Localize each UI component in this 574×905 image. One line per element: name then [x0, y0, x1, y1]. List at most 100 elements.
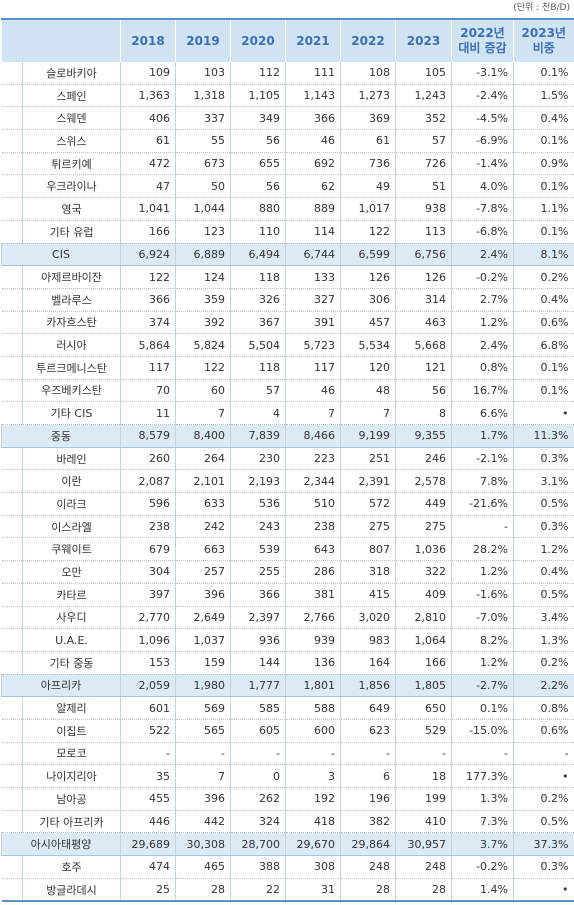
group-row: 아프리카 2,059 1,980 1,777 1,801 1,856 1,805 -2.7% 2… [1, 674, 574, 698]
value-cell: 1,017 [340, 197, 396, 221]
value-cell: 1,036 [395, 537, 452, 562]
value-cell: 7,839 [230, 424, 286, 448]
value-cell: 663 [175, 537, 231, 562]
value-cell: 736 [340, 152, 396, 176]
value-cell: 1,805 [395, 674, 452, 698]
value-cell: 1,363 [120, 84, 176, 108]
value-cell: 262 [230, 787, 286, 811]
data-row: 튀르키예 472 673 655 692 736 726 -1.4% 0.9% [1, 152, 574, 176]
value-cell: 260 [120, 447, 176, 471]
value-cell: 28 [175, 878, 231, 902]
row-name: 아시아태평양 [1, 832, 121, 857]
indent-cell [1, 560, 23, 584]
value-cell: 938 [395, 197, 452, 221]
indent-cell [1, 515, 23, 539]
value-cell: 588 [285, 696, 341, 720]
value-cell: 692 [285, 152, 341, 176]
value-cell: 0.1% [451, 696, 514, 720]
value-cell: 275 [340, 515, 396, 539]
value-cell: 0.1% [513, 356, 574, 380]
data-row: 카타르 397 396 366 381 415 409 -1.6% 0.5% [1, 583, 574, 607]
data-row: 이집트 522 565 605 600 623 529 -15.0% 0.6% [1, 719, 574, 743]
value-cell: 1.7% [451, 424, 514, 448]
value-cell: 0.4% [513, 560, 574, 584]
value-cell: 117 [285, 356, 341, 380]
value-cell: -0.2% [451, 265, 514, 289]
value-cell: 472 [120, 152, 176, 176]
value-cell: 124 [175, 265, 231, 289]
indent-cell [1, 628, 23, 652]
value-cell: 0.5% [513, 583, 574, 607]
value-cell: 1,243 [395, 84, 452, 108]
value-cell: 359 [175, 288, 231, 312]
value-cell: 109 [120, 62, 176, 85]
value-cell: 1.1% [513, 197, 574, 221]
row-name: 기타 CIS [22, 401, 121, 425]
value-cell: 7 [340, 401, 396, 425]
row-name: 벨라루스 [22, 288, 121, 312]
value-cell: - [395, 742, 452, 766]
row-name: 기타 유럽 [22, 220, 121, 244]
row-name: 스웨덴 [22, 106, 121, 131]
data-row: 남아공 455 396 262 192 196 199 1.3% 0.2% [1, 787, 574, 811]
value-cell: 103 [175, 62, 231, 85]
row-name: 이라크 [22, 492, 121, 516]
indent-cell [1, 742, 23, 766]
value-cell: 5,824 [175, 333, 231, 357]
value-cell: 0.1% [513, 220, 574, 244]
row-name: 아프리카 [1, 674, 121, 698]
value-cell: 1.3% [451, 787, 514, 811]
value-cell: 2.2% [513, 674, 574, 698]
data-row: 기타 유럽 166 123 110 114 122 113 -6.8% 0.1% [1, 220, 574, 244]
value-cell: 0.4% [513, 288, 574, 312]
value-cell: 18 [395, 764, 452, 788]
value-cell: 983 [340, 628, 396, 652]
value-cell: 7.8% [451, 469, 514, 494]
value-cell: 649 [340, 696, 396, 720]
row-name: 스페인 [22, 84, 121, 108]
value-cell: 5,504 [230, 333, 286, 357]
value-cell: 0.1% [513, 174, 574, 199]
indent-cell [1, 356, 23, 380]
indent-cell [1, 152, 23, 176]
value-cell: 159 [175, 651, 231, 675]
value-cell: 196 [340, 787, 396, 811]
data-row: 기타 아프리카 446 442 324 418 382 410 7.3% 0.5% [1, 810, 574, 834]
value-cell: 35 [120, 764, 176, 788]
data-row: 기타 중동 153 159 144 136 164 166 1.2% 0.2% [1, 651, 574, 675]
value-cell: 257 [175, 560, 231, 584]
row-name: 나이지리아 [22, 764, 121, 788]
value-cell: 889 [285, 197, 341, 221]
value-cell: 3.1% [513, 469, 574, 494]
value-cell: 510 [285, 492, 341, 516]
value-cell: 5,534 [340, 333, 396, 357]
value-cell: 406 [120, 106, 176, 131]
value-cell: 7 [175, 401, 231, 425]
indent-cell [1, 333, 23, 357]
row-name: 영국 [22, 197, 121, 221]
value-cell: 123 [175, 220, 231, 244]
value-cell: 2.4% [451, 243, 514, 267]
data-row: 바레인 260 264 230 223 251 246 -2.1% 0.3% [1, 447, 574, 471]
value-cell: 673 [175, 152, 231, 176]
value-cell: 326 [230, 288, 286, 312]
value-cell: 605 [230, 719, 286, 743]
value-cell: 37.3% [513, 832, 574, 857]
value-cell: 0.1% [513, 129, 574, 153]
value-cell: 1.4% [451, 878, 514, 902]
data-row: 방글라데시 25 28 22 31 28 28 1.4% • [1, 878, 574, 902]
indent-cell [1, 606, 23, 630]
value-cell: - [513, 742, 574, 766]
value-cell: 6.8% [513, 333, 574, 357]
value-cell: 529 [395, 719, 452, 743]
data-row: 우즈베키스탄 70 60 57 46 48 56 16.7% 0.1% [1, 379, 574, 403]
row-name: 투르크메니스탄 [22, 356, 121, 380]
value-cell: 16.7% [451, 379, 514, 403]
value-cell: 49 [340, 174, 396, 199]
value-cell: 56 [230, 129, 286, 153]
value-cell: 2,649 [175, 606, 231, 630]
value-cell: - [285, 742, 341, 766]
indent-cell [1, 129, 23, 153]
value-cell: 7 [285, 401, 341, 425]
row-name: 러시아 [22, 333, 121, 357]
